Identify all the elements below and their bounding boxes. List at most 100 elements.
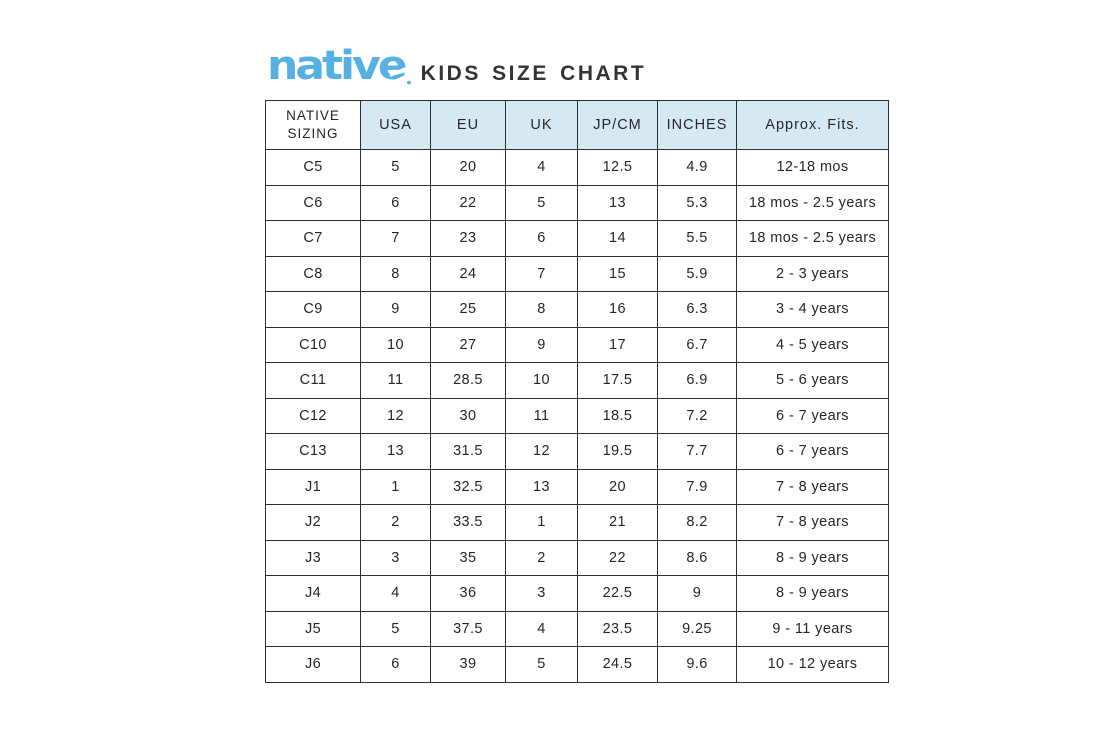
table-cell: 35	[430, 539, 506, 576]
table-cell: C7	[265, 220, 361, 257]
table-cell: 21	[577, 504, 658, 541]
page-title: KIDS SIZE CHART	[420, 62, 647, 85]
table-cell: 7.9	[657, 468, 737, 505]
table-header: NATIVE SIZING USA EU UK JP/CM INCHES Approx. F…	[265, 100, 889, 150]
table-cell: 7 - 8 years	[736, 468, 889, 505]
table-cell: 16	[577, 291, 658, 328]
table-cell: 18 mos - 2.5 years	[736, 184, 889, 221]
table-cell: 9.6	[657, 646, 737, 683]
table-cell: 12-18 mos	[736, 149, 889, 186]
table-cell: 4	[360, 575, 431, 612]
table-cell: 3	[360, 539, 431, 576]
table-cell: 22	[430, 184, 506, 221]
table-cell: 12	[360, 397, 431, 434]
table-cell: 1	[360, 468, 431, 505]
table-cell: C5	[265, 149, 361, 186]
table-cell: 33.5	[430, 504, 506, 541]
table-cell: 12.5	[577, 149, 658, 186]
table-cell: 39	[430, 646, 506, 683]
table-cell: 3	[505, 575, 578, 612]
table-row: C12 12 30 11 18.5 7.2 6 - 7 years	[265, 397, 889, 434]
table-cell: 28.5	[430, 362, 506, 399]
table-cell: 6 - 7 years	[736, 397, 889, 434]
table-cell: 7.7	[657, 433, 737, 470]
table-cell: 17	[577, 326, 658, 363]
table-row: C11 11 28.5 10 17.5 6.9 5 - 6 years	[265, 362, 889, 399]
column-header: INCHES	[657, 100, 737, 150]
table-cell: 2 - 3 years	[736, 255, 889, 292]
table-cell: 4.9	[657, 149, 737, 186]
table-cell: C8	[265, 255, 361, 292]
table-cell: J4	[265, 575, 361, 612]
table-cell: 18.5	[577, 397, 658, 434]
table-cell: 9.25	[657, 610, 737, 647]
table-cell: 20	[430, 149, 506, 186]
table-cell: J6	[265, 646, 361, 683]
trademark-dot-icon	[406, 80, 411, 85]
table-row: C7 7 23 6 14 5.5 18 mos - 2.5 years	[265, 220, 889, 257]
table-cell: 24.5	[577, 646, 658, 683]
table-cell: 10 - 12 years	[736, 646, 889, 683]
table-cell: J3	[265, 539, 361, 576]
table-cell: 10	[360, 326, 431, 363]
table-cell: 32.5	[430, 468, 506, 505]
table-cell: 36	[430, 575, 506, 612]
table-cell: 22.5	[577, 575, 658, 612]
table-cell: 22	[577, 539, 658, 576]
table-row: J1 1 32.5 13 20 7.9 7 - 8 years	[265, 468, 889, 505]
table-cell: 5	[505, 184, 578, 221]
table-cell: 6	[360, 646, 431, 683]
table-cell: 6.7	[657, 326, 737, 363]
table-cell: J1	[265, 468, 361, 505]
column-header: NATIVE SIZING	[265, 100, 361, 150]
table-cell: 2	[360, 504, 431, 541]
table-cell: 13	[505, 468, 578, 505]
table-cell: C9	[265, 291, 361, 328]
table-cell: 8 - 9 years	[736, 575, 889, 612]
table-cell: 2	[505, 539, 578, 576]
table-cell: 9	[505, 326, 578, 363]
column-header: JP/CM	[577, 100, 658, 150]
table-row: C9 9 25 8 16 6.3 3 - 4 years	[265, 291, 889, 328]
table-cell: 14	[577, 220, 658, 257]
table-cell: 23.5	[577, 610, 658, 647]
table-cell: 7.2	[657, 397, 737, 434]
table-row: C6 6 22 5 13 5.3 18 mos - 2.5 years	[265, 184, 889, 221]
table-cell: 6.3	[657, 291, 737, 328]
table-cell: 31.5	[430, 433, 506, 470]
table-cell: 17.5	[577, 362, 658, 399]
table-cell: 8 - 9 years	[736, 539, 889, 576]
table-cell: 20	[577, 468, 658, 505]
table-cell: 7	[360, 220, 431, 257]
table-cell: 30	[430, 397, 506, 434]
table-cell: 4	[505, 149, 578, 186]
table-cell: C6	[265, 184, 361, 221]
table-cell: 9	[657, 575, 737, 612]
table-cell: 5 - 6 years	[736, 362, 889, 399]
table-row: J5 5 37.5 4 23.5 9.25 9 - 11 years	[265, 610, 889, 647]
table-cell: 9	[360, 291, 431, 328]
table-cell: J5	[265, 610, 361, 647]
table-cell: C10	[265, 326, 361, 363]
table-cell: C11	[265, 362, 361, 399]
table-row: C8 8 24 7 15 5.9 2 - 3 years	[265, 255, 889, 292]
table-cell: 3 - 4 years	[736, 291, 889, 328]
table-cell: 11	[360, 362, 431, 399]
column-header: EU	[430, 100, 506, 150]
table-cell: 8	[505, 291, 578, 328]
table-cell: 25	[430, 291, 506, 328]
table-cell: C12	[265, 397, 361, 434]
table-cell: 13	[577, 184, 658, 221]
table-cell: 24	[430, 255, 506, 292]
table-row: C13 13 31.5 12 19.5 7.7 6 - 7 years	[265, 433, 889, 470]
table-cell: 5.3	[657, 184, 737, 221]
table-cell: 8	[360, 255, 431, 292]
native-logo: native	[267, 45, 411, 86]
table-cell: 15	[577, 255, 658, 292]
native-logo-text: native	[267, 42, 408, 89]
table-cell: 12	[505, 433, 578, 470]
table-cell: 6	[360, 184, 431, 221]
table-cell: 5	[360, 149, 431, 186]
table-row: C5 5 20 4 12.5 4.9 12-18 mos	[265, 149, 889, 186]
